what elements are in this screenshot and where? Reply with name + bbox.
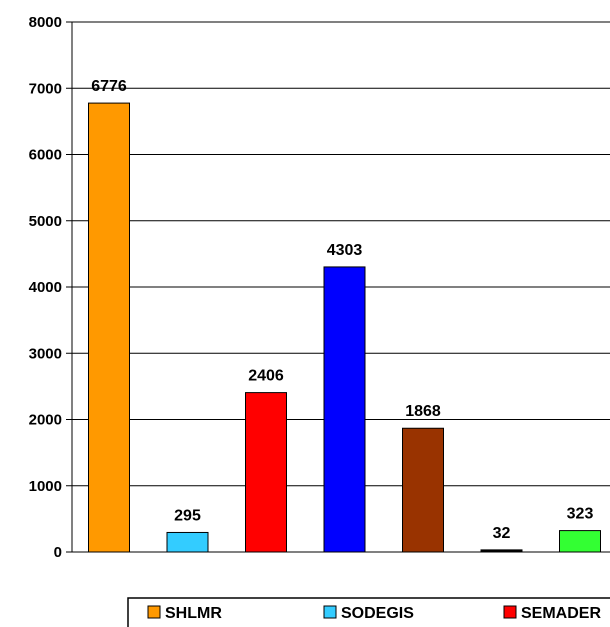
- data-label-7: 323: [567, 506, 594, 523]
- bar-6: [480, 549, 523, 553]
- legend-label-1: SHLMR: [165, 605, 222, 622]
- bars: [88, 102, 601, 553]
- legend-swatch-3: [503, 605, 517, 619]
- data-label-5: 1868: [405, 403, 441, 420]
- y-tick-label: 0: [54, 544, 62, 561]
- y-tick-label: 4000: [29, 279, 62, 296]
- bar-7: [559, 530, 601, 553]
- y-axis: 0 1000 2000 3000 4000 5000 6000 7000 8000: [29, 14, 73, 561]
- data-label-2: 295: [174, 507, 201, 524]
- legend-label-3: SEMADER: [521, 605, 601, 622]
- legend-swatch-2: [323, 605, 337, 619]
- y-tick-label: 2000: [29, 412, 62, 429]
- bar-2: [166, 531, 209, 553]
- legend-swatch-1: [147, 605, 161, 619]
- y-tick-label: 5000: [29, 213, 62, 230]
- y-tick-label: 3000: [29, 345, 62, 362]
- data-labels: 6776 295 2406 4303 1868 32 323: [91, 78, 593, 542]
- y-tick-label: 7000: [29, 80, 62, 97]
- data-label-4: 4303: [327, 242, 363, 259]
- bar-3: [245, 392, 287, 553]
- data-label-6: 32: [493, 525, 511, 542]
- bar-1: [88, 102, 130, 553]
- legend-label-2: SODEGIS: [341, 605, 414, 622]
- legend-box: [127, 597, 610, 627]
- bar-5: [402, 427, 444, 553]
- data-label-3: 2406: [248, 368, 284, 385]
- y-tick-label: 6000: [29, 147, 62, 164]
- y-tick-label: 8000: [29, 14, 62, 31]
- y-tick-label: 1000: [29, 478, 62, 495]
- legend: SHLMR SODEGIS SEMADER: [127, 597, 610, 627]
- bar-4: [323, 266, 366, 553]
- data-label-1: 6776: [91, 78, 127, 95]
